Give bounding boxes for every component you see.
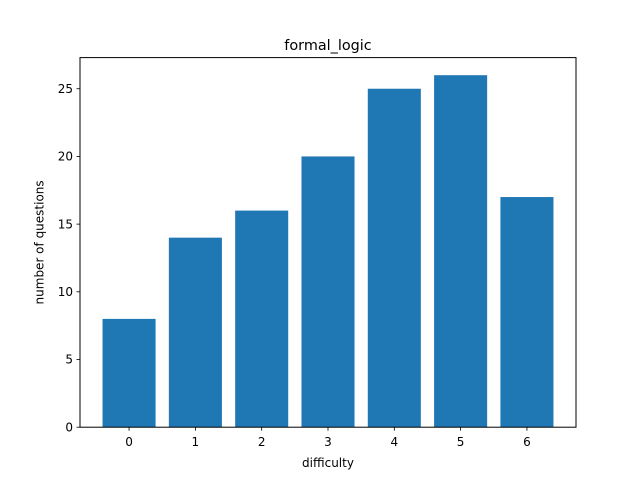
y-tick-label: 10: [58, 285, 73, 299]
bar-2: [235, 210, 289, 428]
y-tick-label: 15: [58, 217, 73, 231]
x-tick-label: 4: [390, 435, 398, 449]
bar-0: [102, 318, 156, 428]
y-tick-label: 25: [58, 82, 73, 96]
y-tick-label: 0: [65, 420, 73, 434]
x-axis-label: difficulty: [302, 456, 354, 470]
y-tick-label: 20: [58, 150, 73, 164]
bar-3: [301, 156, 355, 428]
x-axis-ticks: 0 1 2 3 4 5 6: [125, 427, 531, 449]
x-tick-label: 0: [125, 435, 133, 449]
x-tick-label: 6: [523, 435, 531, 449]
chart-title: formal_logic: [284, 38, 371, 54]
bar-5: [434, 75, 488, 428]
y-axis-label: number of questions: [33, 180, 47, 304]
x-tick-label: 2: [258, 435, 266, 449]
bar-group: [102, 75, 554, 428]
x-tick-label: 5: [457, 435, 465, 449]
y-tick-label: 5: [65, 353, 73, 367]
plot-frame: [79, 57, 577, 428]
bar-6: [500, 197, 554, 428]
y-axis-ticks: 0 5 10 15 20 25: [58, 82, 80, 434]
bar-1: [168, 237, 222, 428]
x-tick-label: 3: [324, 435, 332, 449]
x-tick-label: 1: [192, 435, 200, 449]
bar-4: [367, 88, 421, 428]
